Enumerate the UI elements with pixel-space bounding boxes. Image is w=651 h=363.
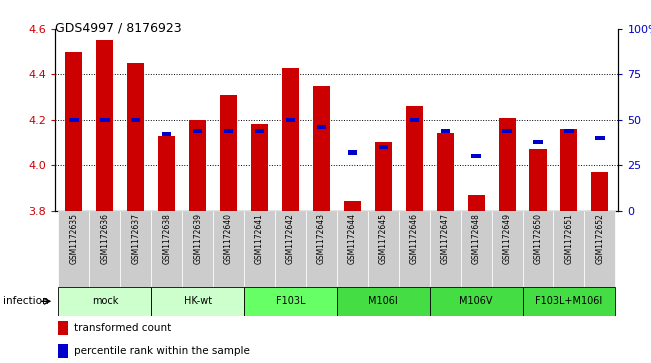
Bar (193, 129, 202, 133)
FancyBboxPatch shape (368, 211, 399, 287)
Text: GSM1172638: GSM1172638 (162, 213, 171, 264)
FancyBboxPatch shape (120, 211, 151, 287)
FancyBboxPatch shape (244, 287, 337, 316)
Bar (189, 120, 206, 211)
FancyBboxPatch shape (553, 211, 585, 287)
Bar (282, 68, 299, 211)
FancyBboxPatch shape (59, 211, 89, 287)
FancyBboxPatch shape (89, 211, 120, 287)
Bar (58, 344, 68, 358)
FancyBboxPatch shape (182, 211, 213, 287)
Bar (69, 118, 79, 122)
Text: M106I: M106I (368, 296, 398, 306)
Bar (441, 129, 450, 133)
Bar (286, 118, 295, 122)
Bar (503, 129, 512, 133)
Text: GSM1172647: GSM1172647 (441, 213, 450, 264)
FancyBboxPatch shape (399, 211, 430, 287)
FancyBboxPatch shape (430, 287, 523, 316)
FancyBboxPatch shape (275, 211, 306, 287)
Bar (313, 86, 330, 211)
Bar (595, 136, 605, 140)
Bar (533, 139, 543, 144)
Text: transformed count: transformed count (74, 323, 171, 333)
Bar (375, 143, 392, 211)
Text: GSM1172650: GSM1172650 (534, 213, 542, 264)
Text: GSM1172639: GSM1172639 (193, 213, 202, 264)
FancyBboxPatch shape (59, 287, 151, 316)
Text: GSM1172646: GSM1172646 (409, 213, 419, 264)
Text: HK-wt: HK-wt (184, 296, 212, 306)
FancyBboxPatch shape (523, 287, 615, 316)
FancyBboxPatch shape (492, 211, 523, 287)
Text: GSM1172641: GSM1172641 (255, 213, 264, 264)
Bar (471, 154, 481, 158)
Bar (437, 133, 454, 211)
Text: percentile rank within the sample: percentile rank within the sample (74, 346, 250, 356)
Text: GSM1172651: GSM1172651 (564, 213, 574, 264)
FancyBboxPatch shape (430, 211, 461, 287)
Bar (220, 95, 237, 211)
FancyBboxPatch shape (213, 211, 244, 287)
Bar (348, 150, 357, 155)
Text: GSM1172643: GSM1172643 (317, 213, 326, 264)
Text: GSM1172637: GSM1172637 (132, 213, 140, 264)
FancyBboxPatch shape (337, 211, 368, 287)
Bar (131, 118, 141, 122)
Bar (255, 129, 264, 133)
FancyBboxPatch shape (244, 211, 275, 287)
Bar (344, 201, 361, 211)
Bar (591, 172, 609, 211)
FancyBboxPatch shape (337, 287, 430, 316)
Bar (100, 118, 109, 122)
Bar (467, 195, 484, 211)
Bar (162, 132, 171, 136)
Text: GSM1172640: GSM1172640 (224, 213, 233, 264)
FancyBboxPatch shape (523, 211, 553, 287)
Bar (561, 129, 577, 211)
FancyBboxPatch shape (306, 211, 337, 287)
Bar (58, 321, 68, 335)
Bar (406, 106, 422, 211)
Text: GDS4997 / 8176923: GDS4997 / 8176923 (55, 22, 182, 35)
Text: GSM1172648: GSM1172648 (471, 213, 480, 264)
Text: mock: mock (92, 296, 118, 306)
Bar (96, 40, 113, 211)
Text: infection: infection (3, 296, 49, 306)
Text: F103L+M106I: F103L+M106I (535, 296, 603, 306)
Text: GSM1172636: GSM1172636 (100, 213, 109, 264)
Text: GSM1172652: GSM1172652 (596, 213, 604, 264)
FancyBboxPatch shape (151, 287, 244, 316)
Bar (379, 145, 388, 149)
FancyBboxPatch shape (461, 211, 492, 287)
Bar (128, 63, 145, 211)
Bar (65, 52, 83, 211)
Text: M106V: M106V (460, 296, 493, 306)
Bar (158, 136, 175, 211)
Bar (251, 124, 268, 211)
Bar (224, 129, 233, 133)
Bar (409, 118, 419, 122)
FancyBboxPatch shape (151, 211, 182, 287)
Text: GSM1172635: GSM1172635 (70, 213, 78, 264)
Text: GSM1172645: GSM1172645 (379, 213, 388, 264)
Bar (529, 149, 546, 211)
Text: F103L: F103L (276, 296, 305, 306)
Text: GSM1172642: GSM1172642 (286, 213, 295, 264)
Bar (317, 125, 326, 129)
Bar (564, 129, 574, 133)
Text: GSM1172644: GSM1172644 (348, 213, 357, 264)
Bar (499, 118, 516, 211)
Text: GSM1172649: GSM1172649 (503, 213, 512, 264)
FancyBboxPatch shape (585, 211, 615, 287)
